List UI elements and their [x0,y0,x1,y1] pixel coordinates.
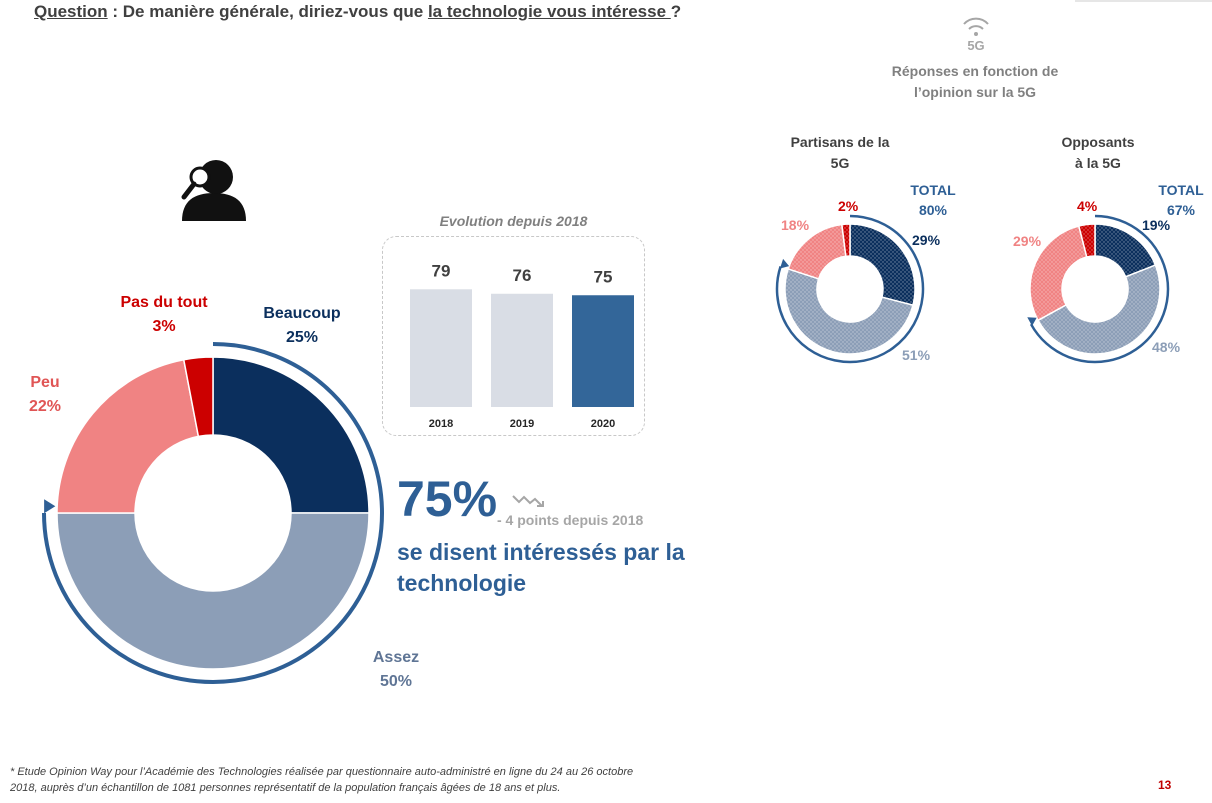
partisans-total-label: TOTAL [910,182,956,198]
partisans-segment-pas-du-tout [841,223,851,258]
evolution-box [382,236,645,436]
partisans-title-line1: Partisans de la [790,134,890,150]
opposants-pas-du-tout-value: 4% [1077,198,1098,214]
right-subtitle: Réponses en fonction de l’opinion sur la… [850,61,1100,103]
question-text: : De manière générale, diriez-vous que [107,2,428,21]
opposants-title-line1: Opposants [1061,134,1135,150]
label-pas-du-tout-name: Pas du tout [120,294,208,311]
headline-delta: - 4 points depuis 2018 [497,512,644,528]
partisans-title-line2: 5G [830,155,850,171]
question-highlight: la technologie vous intéresse [427,2,671,21]
footnote-line2: 2018, auprès d’un échantillon de 1081 pe… [10,782,561,794]
label-pas-du-tout-value: 3% [152,318,176,335]
evolution-title: Evolution depuis 2018 [439,213,588,229]
opposants-total-arrowhead [1027,317,1037,326]
partisans-donut-chart [775,214,925,364]
footnote-line1: * Etude Opinion Way pour l’Académie des … [10,766,634,778]
opposants-total-arc [1029,214,1170,364]
evolution-bar-2018 [410,289,472,407]
partisans-assez-value: 51% [902,347,931,363]
evolution-bar-chart: 79 2018 76 2019 75 2020 [410,261,634,430]
opposants-peu-value: 29% [1013,233,1042,249]
label-assez: Assez 50% [356,646,436,694]
question-heading: Question : De manière générale, diriez-v… [34,2,681,22]
opposants-total-label: TOTAL [1158,182,1204,198]
right-subtitle-line2: l’opinion sur la 5G [913,84,1037,100]
main-segment-peu [56,358,200,514]
label-beaucoup-value: 25% [285,329,319,346]
opposants-title: Opposants à la 5G [1038,132,1158,174]
evolution-bar-value-2019: 76 [513,266,532,285]
right-subtitle-line1: Réponses en fonction de [891,63,1059,79]
main-segment-pas-du-tout [182,356,214,438]
evolution-bar-2020 [572,295,634,407]
footnote: * Etude Opinion Way pour l’Académie des … [10,764,770,796]
label-peu-name: Peu [30,374,60,391]
question-prefix: Question [34,2,108,21]
5g-icon-label: 5G [967,38,985,53]
opposants-total: TOTAL 67% [1150,180,1212,220]
label-peu: Peu 22% [10,371,80,419]
opposants-title-line2: à la 5G [1075,155,1121,171]
label-beaucoup: Beaucoup 25% [242,302,362,350]
opposants-segment-pas-du-tout [1077,223,1096,258]
partisans-beaucoup-value: 29% [912,232,941,248]
opposants-donut-chart [1027,214,1170,364]
partisans-total-value: 80% [918,202,948,218]
evolution-tick-label-2019: 2019 [510,418,534,430]
evolution-tick-label-2020: 2020 [591,418,615,430]
5g-signal-icon [963,17,989,36]
headline-description: se disent intéressés par la technologie [397,539,685,596]
main-total-arrowhead [44,499,56,514]
partisans-total: TOTAL 80% [900,180,966,220]
evolution-tick-label-2018: 2018 [429,418,453,430]
partisans-title: Partisans de la 5G [770,132,910,174]
headline-percentage: 75% [397,471,498,527]
evolution-bar-value-2020: 75 [594,267,613,286]
page-number: 13 [1158,778,1172,792]
opposants-segment-assez [1037,264,1161,355]
partisans-total-arrowhead [779,258,790,269]
partisans-segment-assez [784,267,914,355]
opposants-segment-peu [1029,225,1088,322]
main-segment-beaucoup [212,356,370,514]
partisans-total-arc [775,214,925,364]
label-assez-name: Assez [372,649,420,666]
opposants-assez-value: 48% [1152,339,1181,355]
evolution-bar-value-2018: 79 [432,261,451,280]
top-decoration-line [1075,0,1212,2]
label-beaucoup-name: Beaucoup [263,305,341,322]
label-pas-du-tout: Pas du tout 3% [100,291,228,339]
partisans-peu-value: 18% [781,217,810,233]
main-total-arc [42,342,384,684]
opposants-beaucoup-value: 19% [1142,217,1171,233]
question-suffix: ? [670,2,682,21]
trend-down-icon [512,495,544,507]
partisans-pas-du-tout-value: 2% [838,198,859,214]
partisans-segment-beaucoup [849,223,916,307]
label-peu-value: 22% [28,398,62,415]
evolution-bar-2019 [491,293,553,407]
opposants-total-value: 67% [1166,202,1196,218]
main-donut-chart [42,342,384,684]
main-segment-assez [56,512,370,670]
label-assez-value: 50% [379,673,413,690]
person-magnifier-icon [181,160,246,221]
